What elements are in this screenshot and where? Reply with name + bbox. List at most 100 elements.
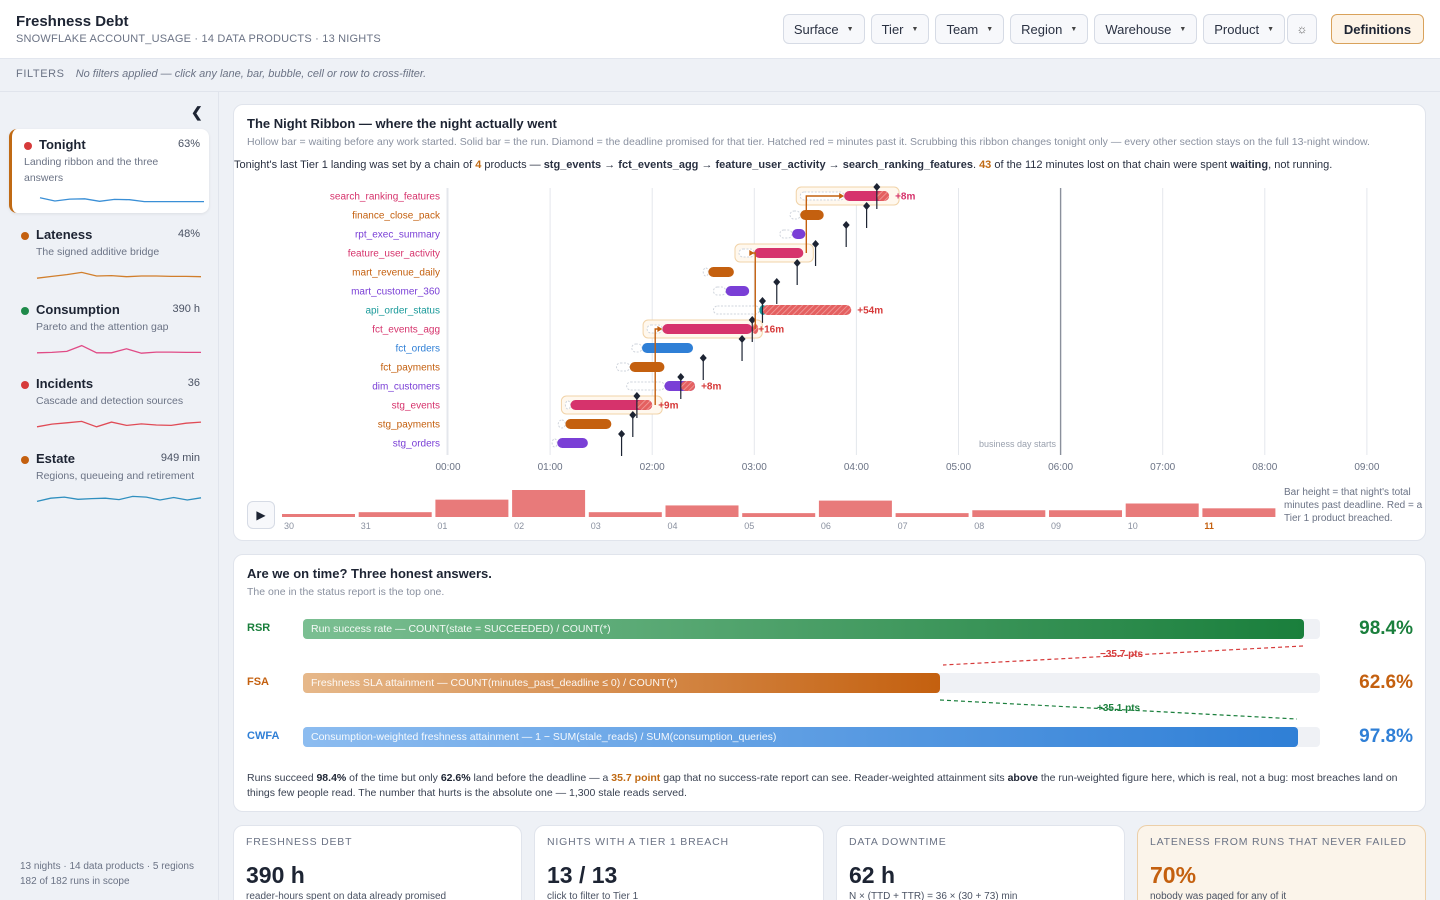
wait-bar — [551, 438, 558, 448]
lane-name: Incidents — [36, 376, 94, 391]
night-ribbon-card: The Night Ribbon — where the night actua… — [233, 104, 1426, 541]
sidebar-lane-incidents[interactable]: Incidents 36 Cascade and detection sourc… — [9, 368, 209, 436]
definitions-button[interactable]: Definitions — [1331, 14, 1424, 44]
night-label: 01 — [437, 521, 447, 531]
product-label: stg_events — [392, 401, 440, 412]
product-label: finance_close_pack — [352, 211, 441, 222]
x-tick-label: 09:00 — [1354, 462, 1379, 473]
filter-region-dropdown[interactable]: Region ▼ — [1010, 14, 1089, 44]
night-label: 11 — [1204, 521, 1214, 531]
product-label: mart_revenue_daily — [352, 268, 440, 279]
sparkline-path — [39, 196, 204, 202]
x-tick-label: 04:00 — [844, 462, 869, 473]
kpi-card-tier1-breach-nights[interactable]: NIGHTS WITH A TIER 1 BREACH 13 / 13 clic… — [534, 825, 824, 900]
run-bar — [565, 419, 612, 429]
play-button[interactable]: ▶ — [247, 501, 275, 529]
lane-sparkline — [36, 344, 201, 354]
product-label: feature_user_activity — [348, 249, 440, 260]
sidebar-lane-lateness[interactable]: Lateness 48% The signed additive bridge — [9, 219, 209, 287]
lane-description: Cascade and detection sources — [36, 395, 184, 407]
chain-product: stg_events — [543, 159, 602, 171]
sidebar-lane-consumption[interactable]: Consumption 390 h Pareto and the attenti… — [9, 294, 209, 362]
gap-rsr-fsa: −35.7 pts — [1100, 649, 1144, 660]
kpi-card-data-downtime[interactable]: DATA DOWNTIME 62 h N × (TTD + TTR) = 36 … — [836, 825, 1125, 900]
kpi-value: 13 / 13 — [547, 862, 618, 888]
fsa-definition: Freshness SLA attainment — COUNT(minutes… — [311, 677, 678, 689]
dependency-connector — [805, 195, 841, 253]
night-bar — [358, 512, 432, 517]
x-tick-label: 00:00 — [435, 462, 460, 473]
chain-product: fct_events_agg — [618, 159, 699, 171]
night-bar — [665, 505, 739, 517]
x-tick-label: 03:00 — [742, 462, 767, 473]
scrubber-note: Bar height = that night's total minutes … — [1284, 487, 1423, 524]
theme-toggle-icon[interactable]: ☼ — [1287, 14, 1317, 44]
cwfa-bar-track[interactable]: Consumption-weighted freshness attainmen… — [303, 727, 1320, 747]
lane-value: 63% — [177, 138, 200, 150]
wait-bar — [712, 305, 760, 315]
filter-surface-dropdown[interactable]: Surface ▼ — [782, 14, 865, 44]
minutes-waiting: 43 — [979, 159, 992, 171]
product-label: stg_orders — [393, 439, 440, 450]
deadline-diamond — [812, 240, 820, 248]
caret-down-icon: ▼ — [911, 25, 919, 33]
kpi-note: reader-hours spent on data already promi… — [246, 891, 447, 900]
product-label: mart_customer_360 — [351, 287, 440, 298]
late-bar — [876, 191, 890, 201]
night-bar — [742, 513, 816, 517]
rsr-bar-track[interactable]: Run success rate — COUNT(state = SUCCEED… — [303, 619, 1320, 639]
fsa-value: 62.6% — [1359, 672, 1413, 693]
late-minutes-label: +8m — [895, 192, 915, 203]
late-bar — [680, 381, 696, 391]
deadline-diamond — [793, 259, 801, 267]
deadline-diamond — [873, 183, 881, 191]
kpi-card-lateness-never-failed[interactable]: LATENESS FROM RUNS THAT NEVER FAILED 70%… — [1137, 825, 1426, 900]
lane-sparkline — [36, 271, 202, 279]
filter-warehouse-dropdown[interactable]: Warehouse ▼ — [1094, 14, 1198, 44]
filter-product-dropdown[interactable]: Product ▼ — [1203, 14, 1285, 44]
sidebar-lane-estate[interactable]: Estate 949 min Regions, queueing and ret… — [9, 443, 209, 511]
night-bar — [1049, 510, 1122, 517]
dependency-arrowhead — [749, 250, 755, 256]
collapse-sidebar-icon[interactable]: ❮ — [191, 104, 203, 120]
deadline-diamond — [677, 373, 685, 381]
sparkline-path — [36, 271, 202, 279]
run-bar — [570, 400, 653, 410]
x-tick-label: 06:00 — [1048, 462, 1073, 473]
ribbon-subtitle: Hollow bar = waiting before any work sta… — [247, 136, 1370, 148]
filter-tier-dropdown[interactable]: Tier ▼ — [870, 14, 930, 44]
night-bar — [972, 510, 1046, 517]
lane-description: Landing ribbon and the three answers — [24, 156, 159, 184]
late-bar — [636, 400, 653, 410]
product-label: fct_payments — [381, 363, 440, 374]
caret-down-icon: ▼ — [846, 25, 854, 33]
critical-chain-sentence: Tonight's last Tier 1 landing was set by… — [234, 159, 1333, 171]
night-label: 02 — [514, 521, 524, 531]
lane-value: 390 h — [172, 303, 200, 315]
night-label: 08 — [974, 521, 984, 531]
deadline-diamond — [629, 411, 637, 419]
lane-name: Estate — [36, 451, 76, 466]
lane-description: The signed additive bridge — [36, 246, 160, 258]
dependency-connector — [654, 328, 659, 405]
app-subtitle: SNOWFLAKE ACCOUNT_USAGE · 14 DATA PRODUC… — [16, 33, 381, 45]
sidebar-lane-tonight[interactable]: Tonight 63% Landing ribbon and the three… — [9, 129, 209, 213]
status-dot — [21, 307, 29, 315]
caret-down-icon: ▼ — [1267, 25, 1274, 33]
deadline-diamond — [748, 316, 756, 324]
answers-title: Are we on time? Three honest answers. — [247, 566, 492, 581]
chain-count: 4 — [475, 159, 482, 171]
fsa-bar-track[interactable]: Freshness SLA attainment — COUNT(minutes… — [303, 673, 1320, 693]
status-dot — [21, 232, 29, 240]
night-ribbon-gantt-chart[interactable]: business day starts 00:00 01:00 02:00 03:00… — [234, 183, 1427, 483]
kpi-label: DATA DOWNTIME — [849, 836, 947, 848]
app-title: Freshness Debt — [16, 13, 129, 30]
run-bar — [662, 324, 753, 334]
night-bar — [1125, 503, 1199, 517]
nightly-breach-scrubber[interactable]: 30 31 01 02 03 04 05 06 07 08 09 10 11 — [282, 488, 1282, 532]
kpi-card-freshness-debt[interactable]: FRESHNESS DEBT 390 h reader-hours spent … — [233, 825, 522, 900]
late-minutes-label: +16m — [758, 325, 784, 336]
cwfa-bar — [303, 727, 1298, 747]
filter-team-dropdown[interactable]: Team ▼ — [935, 14, 1005, 44]
night-label: 06 — [821, 521, 831, 531]
